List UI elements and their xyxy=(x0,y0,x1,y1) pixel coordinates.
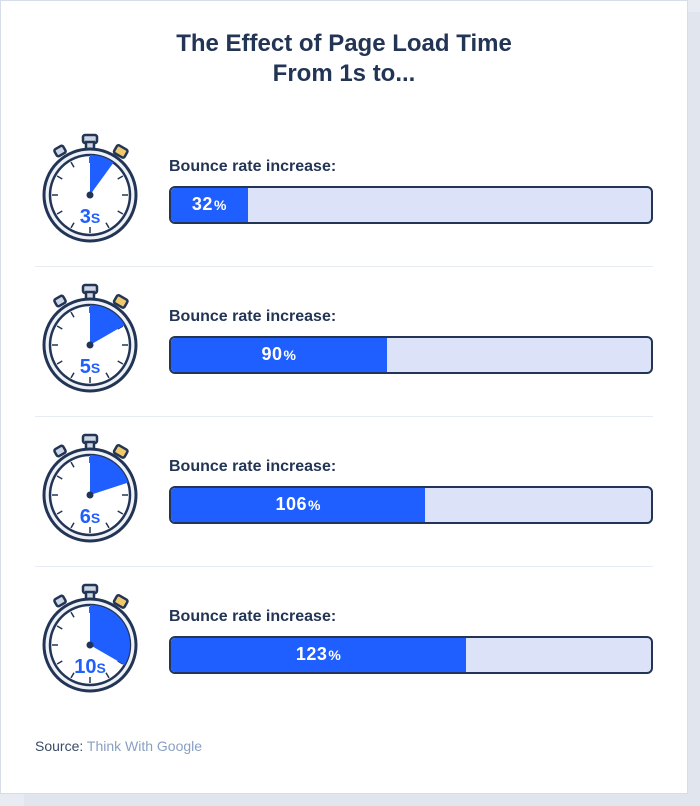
stopwatch-wrap: 10S xyxy=(35,583,145,698)
source-label: Source: xyxy=(35,738,83,754)
stopwatch-icon: 5S xyxy=(35,283,145,398)
bar-value: 90% xyxy=(262,344,297,365)
data-row: 3S Bounce rate increase: 32% xyxy=(35,117,653,267)
bar-area: Bounce rate increase: 106% xyxy=(169,458,653,524)
stopwatch-seconds: 10S xyxy=(74,656,106,678)
bar-track: 32% xyxy=(169,186,653,224)
stopwatch-seconds: 6S xyxy=(80,506,100,528)
source-name: Think With Google xyxy=(87,738,202,754)
title-line-1: The Effect of Page Load Time xyxy=(176,30,512,57)
bar-area: Bounce rate increase: 32% xyxy=(169,158,653,224)
bar-area: Bounce rate increase: 123% xyxy=(169,608,653,674)
bar-track: 90% xyxy=(169,336,653,374)
stopwatch-wrap: 3S xyxy=(35,133,145,248)
stopwatch-seconds: 3S xyxy=(80,206,100,228)
bar-fill: 90% xyxy=(171,338,387,372)
rows-container: 3S Bounce rate increase: 32% xyxy=(35,117,653,716)
bar-fill: 106% xyxy=(171,488,425,522)
stopwatch-icon: 3S xyxy=(35,133,145,248)
bar-track: 106% xyxy=(169,486,653,524)
bar-label: Bounce rate increase: xyxy=(169,458,653,476)
bar-fill: 32% xyxy=(171,188,248,222)
stopwatch-seconds: 5S xyxy=(80,356,100,378)
stopwatch-icon: 6S xyxy=(35,433,145,548)
bar-fill: 123% xyxy=(171,638,466,672)
stopwatch-wrap: 6S xyxy=(35,433,145,548)
infographic-card: The Effect of Page Load Time From 1s to.… xyxy=(0,0,688,794)
bar-label: Bounce rate increase: xyxy=(169,158,653,176)
data-row: 5S Bounce rate increase: 90% xyxy=(35,267,653,417)
stopwatch-icon: 10S xyxy=(35,583,145,698)
bar-value: 106% xyxy=(275,494,321,515)
title-line-2: From 1s to... xyxy=(273,60,416,87)
page-title: The Effect of Page Load Time From 1s to.… xyxy=(35,29,653,89)
bar-area: Bounce rate increase: 90% xyxy=(169,308,653,374)
bar-label: Bounce rate increase: xyxy=(169,608,653,626)
source-citation: Source: Think With Google xyxy=(35,738,653,754)
stopwatch-wrap: 5S xyxy=(35,283,145,398)
bar-value: 32% xyxy=(192,194,227,215)
bar-label: Bounce rate increase: xyxy=(169,308,653,326)
data-row: 10S Bounce rate increase: 123% xyxy=(35,567,653,716)
bar-value: 123% xyxy=(296,644,342,665)
bar-track: 123% xyxy=(169,636,653,674)
data-row: 6S Bounce rate increase: 106% xyxy=(35,417,653,567)
